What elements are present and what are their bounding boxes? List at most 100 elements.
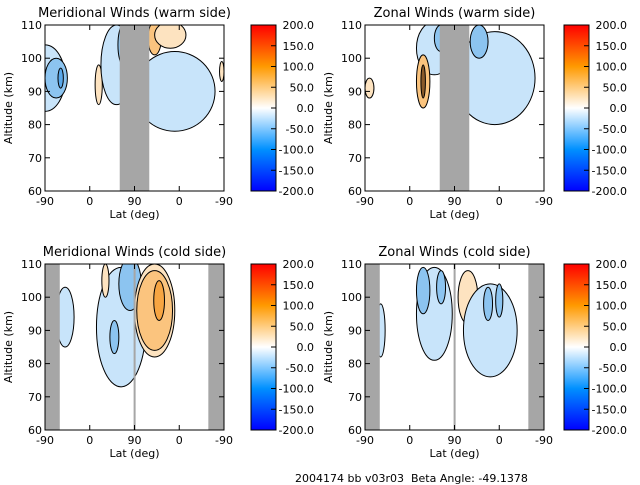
contour-region <box>462 283 518 378</box>
x-tick-label: -90 <box>215 434 233 447</box>
colorbar-tick-label: 50.0 <box>603 320 628 333</box>
y-tick-label: 110 <box>21 258 42 271</box>
no-data-band <box>453 264 456 430</box>
y-tick-label: 60 <box>28 185 42 198</box>
y-tick-label: 60 <box>348 185 362 198</box>
y-axis-label: Altitude (km) <box>2 311 15 383</box>
colorbar-tick-label: 100.0 <box>596 61 628 74</box>
contour-region <box>101 264 110 298</box>
colorbar-tick-label: 200.0 <box>283 19 315 32</box>
y-tick-label: 100 <box>341 52 362 65</box>
y-tick-label: 60 <box>348 424 362 437</box>
colorbar-tick-label: -200.0 <box>279 185 314 198</box>
no-data-band <box>365 264 380 430</box>
plot-area <box>365 264 544 430</box>
y-tick-label: 100 <box>21 291 42 304</box>
footer-beta: Beta Angle: -49.1378 <box>410 472 528 485</box>
x-axis-label: Lat (deg) <box>110 208 160 221</box>
colorbar-tick-label: 0.0 <box>610 102 628 115</box>
plot-area <box>365 25 544 191</box>
y-tick-label: 70 <box>348 391 362 404</box>
x-tick-label: -90 <box>535 434 553 447</box>
colorbar-tick-label: 0.0 <box>610 341 628 354</box>
contour-region <box>436 270 447 305</box>
colorbar-tick-label: 0.0 <box>297 341 315 354</box>
contour-region <box>469 25 489 59</box>
colorbar-tick-label: 50.0 <box>603 81 628 94</box>
colorbar-tick-label: -50.0 <box>599 362 627 375</box>
contour-region <box>495 283 504 318</box>
colorbar-tick-label: -150.0 <box>592 403 627 416</box>
y-tick-label: 60 <box>28 424 42 437</box>
contour-region <box>365 77 375 99</box>
contour-region <box>94 64 103 106</box>
colorbar-tick-label: 150.0 <box>283 279 315 292</box>
footer: 2004174 bb v03r03 Beta Angle: -49.1378 <box>288 459 528 485</box>
x-tick-label: 0 <box>86 195 93 208</box>
x-tick-label: 90 <box>128 434 142 447</box>
panel-1: Meridional Winds (warm side) -90 0 90 0 -90 La… <box>2 6 314 221</box>
x-tick-label: 90 <box>128 195 142 208</box>
x-tick-label: 0 <box>496 434 503 447</box>
panel-4: Zonal Winds (cold side) -90 0 90 0 -90 Lat (de… <box>322 245 627 460</box>
contour-region <box>154 25 187 49</box>
y-tick-label: 100 <box>341 291 362 304</box>
colorbar-tick-label: -100.0 <box>279 144 314 157</box>
colorbar-tick-label: 100.0 <box>283 61 315 74</box>
colorbar-tick-label: -200.0 <box>279 424 314 437</box>
y-tick-label: 70 <box>28 152 42 165</box>
contour-region <box>219 61 224 82</box>
x-tick-label: 0 <box>176 195 183 208</box>
x-tick-label: 0 <box>496 195 503 208</box>
colorbar-tick-label: -50.0 <box>599 123 627 136</box>
x-axis-label: Lat (deg) <box>430 208 480 221</box>
x-tick-label: -90 <box>36 195 54 208</box>
colorbar-tick-label: 50.0 <box>290 81 315 94</box>
colorbar-tick-label: -200.0 <box>592 424 627 437</box>
contour-region <box>483 286 494 321</box>
colorbar-tick-label: -100.0 <box>279 383 314 396</box>
y-axis-label: Altitude (km) <box>2 72 15 144</box>
y-tick-label: 110 <box>21 19 42 32</box>
contour-region <box>153 280 165 321</box>
x-tick-label: 0 <box>86 434 93 447</box>
no-data-band <box>133 264 136 430</box>
contour-region <box>45 57 68 99</box>
chart-title: Meridional Winds (cold side) <box>43 245 226 260</box>
colorbar-tick-label: -100.0 <box>592 144 627 157</box>
y-tick-label: 70 <box>28 391 42 404</box>
no-data-band <box>439 25 470 191</box>
colorbar-tick-label: 200.0 <box>596 19 628 32</box>
colorbar-tick-label: 100.0 <box>596 300 628 313</box>
y-tick-label: 90 <box>348 85 362 98</box>
x-tick-label: 0 <box>406 434 413 447</box>
colorbar-tick-label: 200.0 <box>283 258 315 271</box>
colorbar-tick-label: 150.0 <box>596 40 628 53</box>
contour-region <box>420 64 426 99</box>
colorbar-tick-label: -100.0 <box>592 383 627 396</box>
no-data-band <box>528 264 544 430</box>
colorbar-tick-label: 200.0 <box>596 258 628 271</box>
y-tick-label: 110 <box>341 258 362 271</box>
contour-region <box>57 67 64 89</box>
x-tick-label: -90 <box>356 195 374 208</box>
colorbar-tick-label: 150.0 <box>283 40 315 53</box>
colorbar-tick-label: -50.0 <box>286 123 314 136</box>
colorbar-tick-label: -150.0 <box>279 403 314 416</box>
colorbar-tick-label: 100.0 <box>283 300 315 313</box>
y-tick-label: 80 <box>28 358 42 371</box>
no-data-band <box>45 264 60 430</box>
chart-title: Zonal Winds (cold side) <box>378 245 530 260</box>
no-data-band <box>119 25 150 191</box>
x-tick-label: 0 <box>406 195 413 208</box>
colorbar-tick-label: -150.0 <box>592 164 627 177</box>
x-axis-label: Lat (deg) <box>430 447 480 460</box>
y-axis-label: Altitude (km) <box>322 311 335 383</box>
contour-region <box>109 319 120 355</box>
colorbar-tick-label: 150.0 <box>596 279 628 292</box>
panel-2: Zonal Winds (warm side) -90 0 90 0 -90 Lat (de… <box>322 6 627 221</box>
y-tick-label: 80 <box>348 119 362 132</box>
chart-title: Meridional Winds (warm side) <box>38 6 231 21</box>
x-tick-label: -90 <box>356 434 374 447</box>
